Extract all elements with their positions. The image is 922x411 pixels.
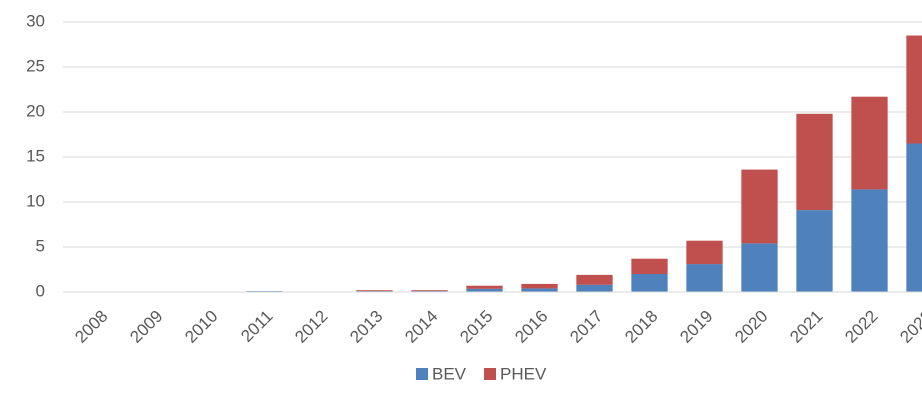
- x-tick-label: 2022: [841, 307, 881, 347]
- y-tick-label: 20: [26, 101, 45, 120]
- x-tick-label: 2016: [511, 307, 551, 347]
- x-tick-label: 2023: [896, 307, 922, 347]
- bar: [466, 285, 503, 289]
- bar: [411, 290, 448, 292]
- bar: [686, 264, 723, 292]
- x-tick-label: 2019: [676, 307, 716, 347]
- x-tick-label: 2021: [786, 307, 826, 347]
- x-tick-label: 2018: [621, 307, 661, 347]
- bar: [906, 143, 922, 292]
- bar: [631, 258, 668, 274]
- legend-label: PHEV: [500, 364, 547, 383]
- x-tick-label: 2017: [566, 307, 606, 347]
- bar: [521, 283, 558, 289]
- y-tick-label: 5: [36, 236, 45, 255]
- bar: [466, 288, 503, 292]
- bar: [576, 284, 613, 292]
- legend-swatch: [484, 368, 497, 380]
- bar: [906, 35, 922, 144]
- legend-swatch: [416, 368, 428, 380]
- bar: [851, 189, 888, 292]
- bar: [796, 113, 833, 211]
- y-tick-label: 30: [26, 11, 45, 30]
- bar: [686, 240, 723, 265]
- y-tick-label: 25: [26, 56, 45, 75]
- bar: [796, 210, 833, 292]
- x-tick-label: 2011: [237, 307, 276, 346]
- bar: [576, 274, 613, 285]
- y-tick-label: 15: [26, 146, 45, 165]
- bar: [631, 274, 668, 292]
- x-tick-label: 2020: [731, 307, 771, 347]
- bar: [356, 290, 393, 292]
- y-tick-label: 10: [26, 191, 45, 210]
- x-tick-label: 2010: [181, 307, 221, 347]
- x-tick-label: 2012: [291, 307, 331, 347]
- y-tick-label: 0: [36, 281, 45, 300]
- x-tick-label: 2013: [346, 307, 386, 347]
- x-tick-label: 2008: [71, 307, 111, 347]
- x-tick-label: 2014: [401, 307, 441, 347]
- bar: [521, 288, 558, 292]
- legend-label: BEV: [432, 364, 467, 383]
- bar: [741, 169, 778, 244]
- bar: [851, 96, 888, 190]
- x-tick-label: 2009: [126, 307, 166, 347]
- x-tick-label: 2015: [456, 307, 496, 347]
- bar: [741, 243, 778, 292]
